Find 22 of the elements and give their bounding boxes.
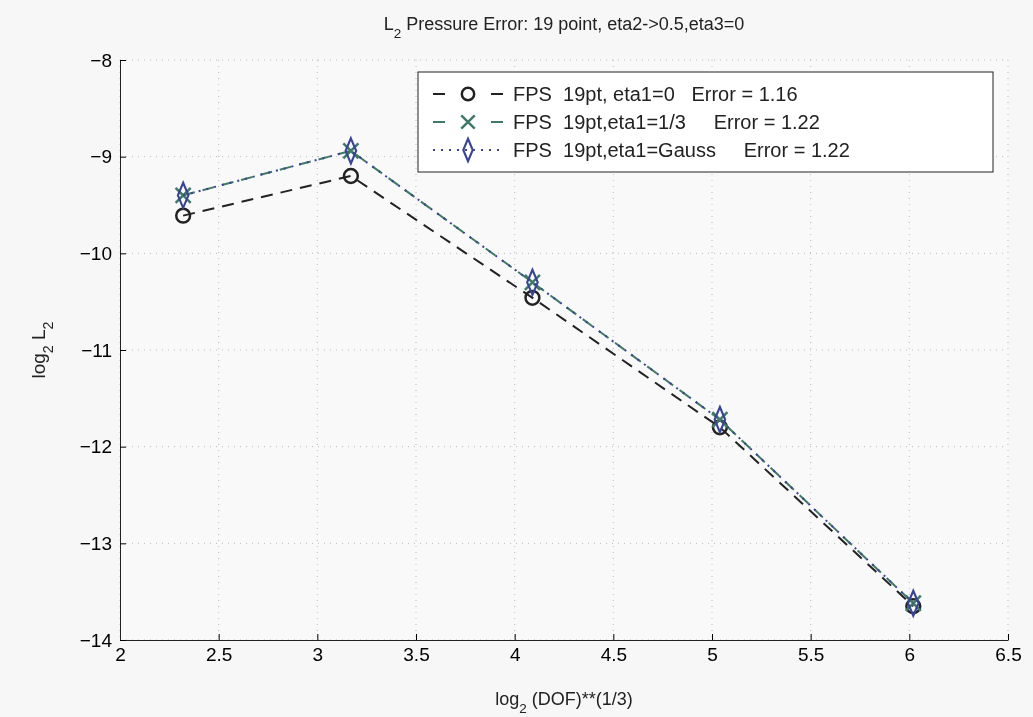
x-axis-title: log$_{2}$ (DOF)**(1/3): [495, 689, 633, 716]
x-tick-label: 4.5: [600, 644, 628, 666]
x-tick-label: 3: [312, 644, 324, 666]
y-tick-label: −8: [90, 49, 112, 71]
chart-title: L$_{2}$ Pressure Error: 19 point, eta2->0.5,eta3=0: [383, 14, 745, 41]
x-tick-label: 5.5: [797, 644, 825, 666]
x-tick-label: 4: [509, 644, 521, 666]
x-tick-label: 2.5: [205, 644, 233, 666]
x-tick-label: 6: [904, 644, 916, 666]
legend-label: FPS 19pt,eta1=1/3 Error = 1.22: [513, 111, 820, 133]
x-tick-label: 6.5: [995, 644, 1022, 666]
y-tick-label: −13: [79, 532, 112, 554]
y-tick-label: −12: [79, 436, 112, 458]
y-tick-label: −10: [79, 242, 112, 264]
y-tick-label: −9: [90, 146, 112, 168]
legend-label: FPS 19pt, eta1=0 Error = 1.16: [513, 83, 798, 105]
x-tick-label: 3.5: [403, 644, 430, 666]
x-tick-label: 2: [115, 644, 126, 666]
y-tick-label: −11: [81, 339, 112, 361]
legend-label: FPS 19pt,eta1=Gauss Error = 1.22: [513, 139, 850, 161]
y-tick-label: −14: [79, 629, 113, 651]
x-tick-label: 5: [707, 644, 718, 666]
